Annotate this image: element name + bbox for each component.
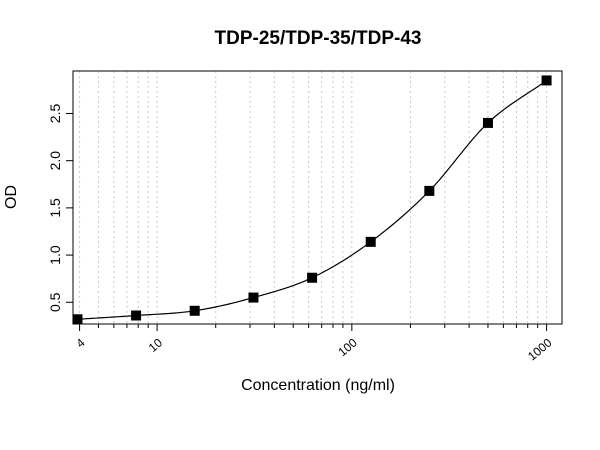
data-point-3 <box>248 292 259 303</box>
data-point-7 <box>482 117 493 128</box>
data-point-1 <box>131 310 142 321</box>
x-tick-label-0: 4 <box>73 335 87 350</box>
x-tick-label-3: 1000 <box>525 335 555 363</box>
y-axis-label: OD <box>3 185 20 209</box>
plot-frame <box>72 70 563 325</box>
data-point-4 <box>307 272 318 283</box>
y-tick-label-0: 0.5 <box>47 292 63 312</box>
y-tick-label-2: 1.5 <box>47 198 63 218</box>
data-point-5 <box>365 236 376 247</box>
grid-lines <box>79 71 548 324</box>
x-tick-label-2: 100 <box>335 335 360 359</box>
data-point-2 <box>189 305 200 316</box>
data-point-8 <box>541 75 552 86</box>
y-axis: 0.5 1.0 1.5 2.0 2.5 <box>47 104 73 312</box>
y-tick-label-3: 2.0 <box>47 151 63 171</box>
chart-title: TDP-25/TDP-35/TDP-43 <box>215 28 422 49</box>
x-tick-label-1: 10 <box>146 335 165 355</box>
x-axis: 4 10 100 1000 <box>73 324 555 363</box>
y-tick-label-4: 2.5 <box>47 104 63 124</box>
data-point-6 <box>424 185 435 196</box>
x-axis-label: Concentration (ng/ml) <box>241 377 395 394</box>
y-tick-label-1: 1.0 <box>47 245 63 265</box>
data-points <box>72 75 552 325</box>
data-point-0 <box>72 314 83 325</box>
